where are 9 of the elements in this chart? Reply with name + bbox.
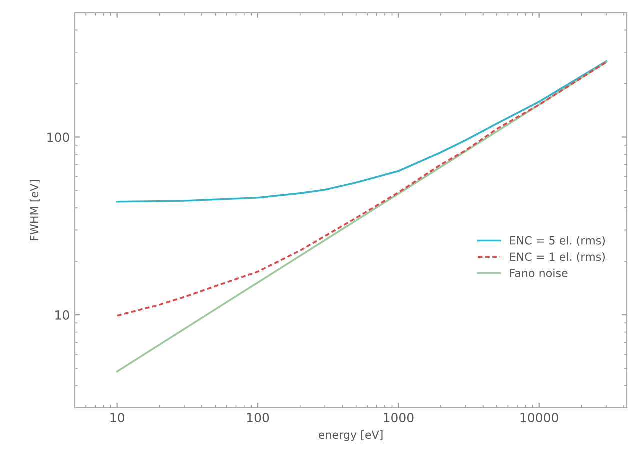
legend-label: Fano noise bbox=[510, 268, 568, 278]
legend-label: ENC = 1 el. (rms) bbox=[510, 252, 606, 262]
y-axis-title: FWHM [eV] bbox=[30, 180, 40, 240]
x-tick-label: 10000 bbox=[520, 413, 558, 423]
x-tick-label: 1000 bbox=[384, 413, 414, 423]
x-tick-label: 100 bbox=[247, 413, 270, 423]
legend-label: ENC = 5 el. (rms) bbox=[510, 236, 606, 246]
x-axis-title: energy [eV] bbox=[318, 430, 383, 442]
x-tick-label: 10 bbox=[110, 413, 124, 423]
